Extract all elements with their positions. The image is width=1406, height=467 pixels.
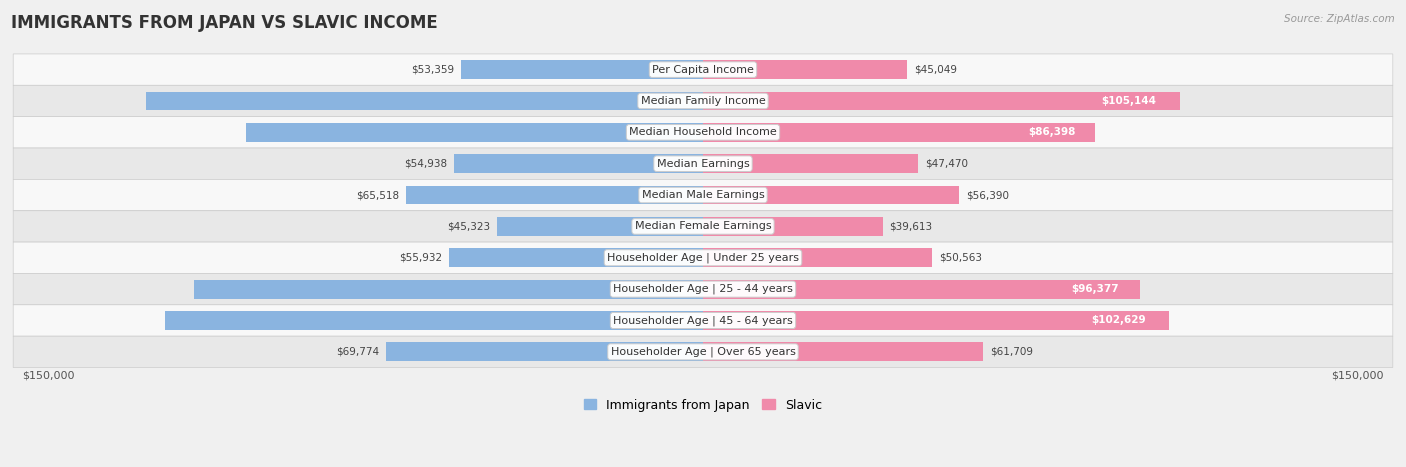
Text: $47,470: $47,470 bbox=[925, 159, 969, 169]
Text: $39,613: $39,613 bbox=[890, 221, 932, 232]
Text: $56,390: $56,390 bbox=[966, 190, 1008, 200]
Text: Householder Age | Under 25 years: Householder Age | Under 25 years bbox=[607, 253, 799, 263]
Text: $45,049: $45,049 bbox=[914, 64, 957, 75]
Text: IMMIGRANTS FROM JAPAN VS SLAVIC INCOME: IMMIGRANTS FROM JAPAN VS SLAVIC INCOME bbox=[11, 14, 439, 32]
Text: $61,709: $61,709 bbox=[990, 347, 1033, 357]
Text: $105,144: $105,144 bbox=[1101, 96, 1156, 106]
Bar bbox=[703, 280, 1140, 298]
Bar bbox=[406, 186, 703, 205]
Bar bbox=[703, 186, 959, 205]
Bar bbox=[703, 123, 1095, 142]
Bar bbox=[703, 154, 918, 173]
Bar bbox=[449, 248, 703, 267]
Text: Median Family Income: Median Family Income bbox=[641, 96, 765, 106]
Text: $45,323: $45,323 bbox=[447, 221, 491, 232]
Text: $112,228: $112,228 bbox=[678, 284, 733, 294]
Text: $53,359: $53,359 bbox=[411, 64, 454, 75]
Text: $50,563: $50,563 bbox=[939, 253, 983, 263]
Text: Per Capita Income: Per Capita Income bbox=[652, 64, 754, 75]
FancyBboxPatch shape bbox=[13, 54, 1393, 85]
Text: Householder Age | 25 - 44 years: Householder Age | 25 - 44 years bbox=[613, 284, 793, 294]
FancyBboxPatch shape bbox=[13, 305, 1393, 336]
Bar bbox=[166, 311, 703, 330]
Text: $122,764: $122,764 bbox=[675, 96, 730, 106]
Bar bbox=[703, 60, 907, 79]
Text: Householder Age | Over 65 years: Householder Age | Over 65 years bbox=[610, 347, 796, 357]
Text: $54,938: $54,938 bbox=[404, 159, 447, 169]
FancyBboxPatch shape bbox=[13, 336, 1393, 368]
Text: $102,629: $102,629 bbox=[1091, 316, 1146, 325]
Text: Median Male Earnings: Median Male Earnings bbox=[641, 190, 765, 200]
Text: Median Female Earnings: Median Female Earnings bbox=[634, 221, 772, 232]
FancyBboxPatch shape bbox=[13, 117, 1393, 148]
Text: $100,711: $100,711 bbox=[681, 127, 735, 137]
FancyBboxPatch shape bbox=[13, 211, 1393, 242]
Text: $118,498: $118,498 bbox=[676, 316, 731, 325]
Text: $55,932: $55,932 bbox=[399, 253, 443, 263]
Bar bbox=[454, 154, 703, 173]
Bar bbox=[194, 280, 703, 298]
Bar bbox=[703, 92, 1180, 110]
Bar bbox=[703, 217, 883, 236]
Bar bbox=[498, 217, 703, 236]
FancyBboxPatch shape bbox=[13, 148, 1393, 179]
Bar bbox=[146, 92, 703, 110]
Text: $150,000: $150,000 bbox=[22, 370, 75, 380]
Bar bbox=[461, 60, 703, 79]
Bar bbox=[246, 123, 703, 142]
FancyBboxPatch shape bbox=[13, 242, 1393, 274]
Bar bbox=[703, 248, 932, 267]
Bar bbox=[703, 342, 983, 361]
Text: $86,398: $86,398 bbox=[1028, 127, 1076, 137]
Text: $96,377: $96,377 bbox=[1071, 284, 1119, 294]
Text: $65,518: $65,518 bbox=[356, 190, 399, 200]
FancyBboxPatch shape bbox=[13, 274, 1393, 305]
Text: $69,774: $69,774 bbox=[336, 347, 380, 357]
Legend: Immigrants from Japan, Slavic: Immigrants from Japan, Slavic bbox=[579, 394, 827, 417]
Text: $150,000: $150,000 bbox=[1331, 370, 1384, 380]
Bar bbox=[387, 342, 703, 361]
Text: Householder Age | 45 - 64 years: Householder Age | 45 - 64 years bbox=[613, 315, 793, 326]
Text: Median Household Income: Median Household Income bbox=[628, 127, 778, 137]
FancyBboxPatch shape bbox=[13, 85, 1393, 117]
Text: Median Earnings: Median Earnings bbox=[657, 159, 749, 169]
Bar bbox=[703, 311, 1168, 330]
Text: Source: ZipAtlas.com: Source: ZipAtlas.com bbox=[1284, 14, 1395, 24]
FancyBboxPatch shape bbox=[13, 179, 1393, 211]
